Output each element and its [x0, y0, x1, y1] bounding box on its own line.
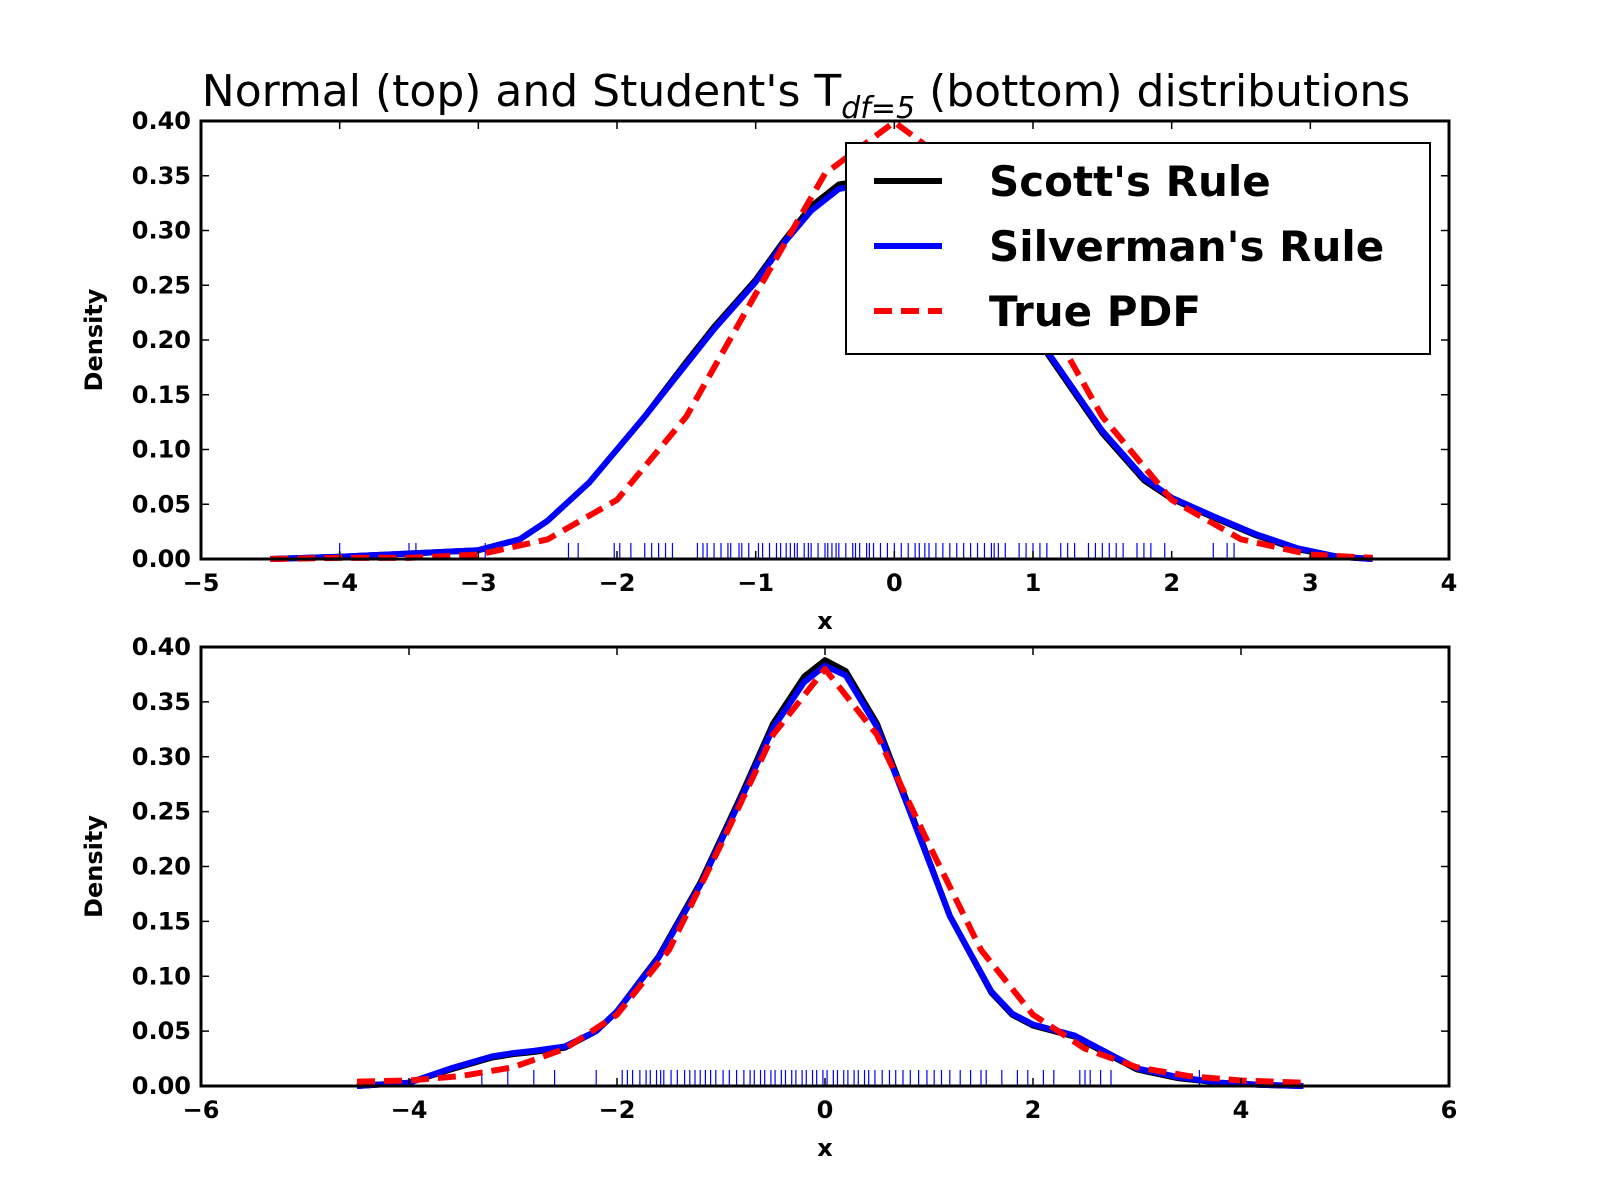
panel-top-line-silverman-s-rule [270, 181, 1373, 562]
panel-bottom-xlabel: x [817, 1134, 833, 1162]
panel-top-xtick-label: −5 [183, 569, 220, 597]
panel-bottom-xtick-label: −6 [183, 1096, 220, 1124]
panel-top-xlabel: x [817, 607, 833, 635]
panel-bottom-ytick-label: 0.30 [132, 743, 191, 771]
panel-bottom-rug [481, 1070, 1201, 1086]
legend-label: True PDF [989, 287, 1201, 336]
panel-bottom-ylabel: Density [80, 815, 108, 918]
panel-top-ytick-label: 0.05 [132, 490, 191, 518]
panel-top-rug [339, 543, 1235, 559]
panel-top-ylabel: Density [80, 288, 108, 391]
panel-top-ytick-label: 0.15 [132, 381, 191, 409]
panel-top-xtick-label: −4 [321, 569, 358, 597]
panel-top-xtick-label: −2 [599, 569, 636, 597]
chart-title: Normal (top) and Student's Tdf=5 (bottom… [202, 66, 1410, 126]
panel-bottom-ytick-label: 0.10 [132, 962, 191, 990]
panel-bottom-ytick-label: 0.05 [132, 1017, 191, 1045]
panel-bottom-ytick-label: 0.00 [132, 1072, 191, 1100]
legend-label: Silverman's Rule [989, 222, 1384, 271]
panel-bottom: −6 −4 −2 0 2 4 6 0.00 0.05 0.10 0.15 0.20 0.25 0.30 0.… [80, 633, 1457, 1162]
panel-bottom-ytick-label: 0.25 [132, 798, 191, 826]
panel-bottom-xtick-label: −4 [391, 1096, 428, 1124]
panel-top-xtick-label: 2 [1163, 569, 1180, 597]
panel-top-ytick-label: 0.30 [132, 217, 191, 245]
legend-label: Scott's Rule [989, 157, 1271, 206]
panel-top-ytick-label: 0.40 [132, 107, 191, 135]
panel-bottom-ytick-label: 0.40 [132, 633, 191, 661]
panel-top-xtick-label: −1 [737, 569, 774, 597]
panel-bottom-line-true-pdf [356, 666, 1304, 1086]
panel-bottom-ytick-label: 0.15 [132, 907, 191, 935]
panel-top-xtick-label: −3 [460, 569, 497, 597]
panel-bottom-ytick-label: 0.35 [132, 688, 191, 716]
panel-bottom-xtick-label: 6 [1441, 1096, 1458, 1124]
panel-top-ytick-label: 0.10 [132, 436, 191, 464]
panel-top-line-true-pdf [270, 119, 1373, 562]
panel-top-xtick-label: 4 [1441, 569, 1458, 597]
panel-top-xtick-label: 0 [886, 569, 903, 597]
panel-top-ytick-label: 0.00 [132, 545, 191, 573]
panel-top-ytick-label: 0.20 [132, 326, 191, 354]
panel-bottom-ytick-label: 0.20 [132, 853, 191, 881]
panel-top-ytick-label: 0.35 [132, 162, 191, 190]
panel-top-ytick-label: 0.25 [132, 271, 191, 299]
panel-bottom-xtick-label: 2 [1025, 1096, 1042, 1124]
panel-top: −5 −4 −3 −2 −1 0 1 2 3 4 0.00 0.05 0.10 0.15 0.20 0.25 0… [80, 107, 1457, 635]
panel-top-xtick-label: 1 [1025, 569, 1042, 597]
panel-bottom-xtick-label: 0 [817, 1096, 834, 1124]
panel-bottom-line-scott-s-rule [356, 657, 1304, 1089]
panel-bottom-line-silverman-s-rule [356, 662, 1304, 1089]
panel-bottom-frame [199, 645, 1451, 1088]
legend-box [845, 142, 1431, 355]
legend: Scott's Rule Silverman's Rule True PDF [845, 142, 1431, 355]
panel-top-xtick-label: 3 [1302, 569, 1319, 597]
panel-bottom-xtick-label: −2 [599, 1096, 636, 1124]
panel-bottom-xtick-label: 4 [1233, 1096, 1250, 1124]
